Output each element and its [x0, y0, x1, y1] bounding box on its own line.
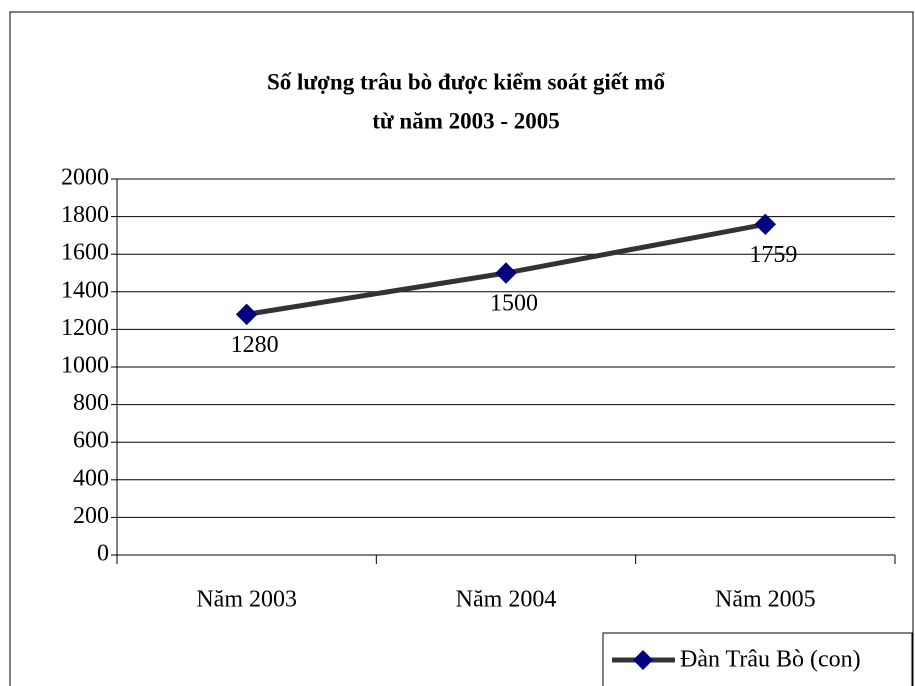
marker: [754, 213, 777, 236]
y-tick-label: 400: [73, 465, 109, 491]
legend-box: [602, 632, 913, 686]
y-tick-label: 1000: [61, 353, 109, 379]
chart-title: từ năm 2003 - 2005: [372, 108, 560, 133]
chart-border: [9, 11, 914, 686]
data-label: 1280: [231, 332, 279, 358]
y-tick-label: 1600: [61, 240, 109, 266]
y-tick-label: 200: [73, 503, 109, 529]
x-tick-label: Năm 2003: [196, 587, 297, 613]
y-tick-label: 1800: [61, 202, 109, 228]
y-tick-label: 1400: [61, 277, 109, 303]
chart-title: Số lượng trâu bò được kiểm soát giết mổ: [267, 69, 665, 94]
data-label: 1500: [490, 291, 538, 317]
marker: [235, 303, 258, 326]
data-label: 1759: [749, 242, 797, 268]
y-tick-label: 600: [73, 428, 109, 454]
legend-marker: [633, 650, 653, 670]
y-tick-label: 1200: [61, 315, 109, 341]
y-tick-label: 2000: [61, 165, 109, 191]
x-tick-label: Năm 2004: [456, 587, 557, 613]
y-tick-label: 0: [97, 541, 109, 567]
legend-label: Đàn Trâu Bò (con): [680, 647, 861, 673]
marker: [495, 262, 517, 284]
x-tick-label: Năm 2005: [715, 587, 816, 613]
y-tick-label: 800: [73, 390, 109, 416]
